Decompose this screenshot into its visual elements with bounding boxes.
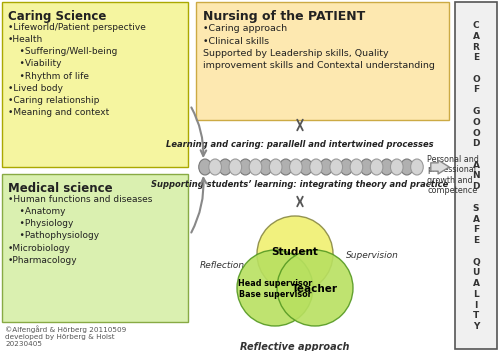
Ellipse shape: [280, 159, 292, 175]
Text: C
A
R
E

O
F

G
O
O
D

A
N
D

S
A
F
E

Q
U
A
L
I
T
Y: C A R E O F G O O D A N D S A F E Q U A …: [472, 21, 480, 331]
Ellipse shape: [330, 159, 342, 175]
Ellipse shape: [380, 159, 393, 175]
Circle shape: [237, 250, 313, 326]
Ellipse shape: [229, 159, 241, 175]
Text: Supporting students’ learning: integrating theory and practice: Supporting students’ learning: integrati…: [152, 180, 449, 189]
Text: Supervision: Supervision: [346, 251, 399, 259]
Ellipse shape: [300, 159, 312, 175]
Text: Learning and caring: parallell and intertwined processes: Learning and caring: parallell and inter…: [166, 140, 434, 149]
FancyArrowPatch shape: [431, 160, 449, 174]
Text: Reflection: Reflection: [200, 260, 244, 270]
FancyBboxPatch shape: [2, 2, 188, 167]
Ellipse shape: [340, 159, 352, 175]
Ellipse shape: [219, 159, 232, 175]
Text: •Caring approach
•Clinical skills
Supported by Leadership skills, Quality
improv: •Caring approach •Clinical skills Suppor…: [203, 24, 435, 71]
Text: Head supervisor
Base supervisor: Head supervisor Base supervisor: [238, 279, 312, 299]
Ellipse shape: [209, 159, 222, 175]
Ellipse shape: [400, 159, 413, 175]
Text: Reflective approach: Reflective approach: [240, 342, 350, 351]
Ellipse shape: [290, 159, 302, 175]
Ellipse shape: [260, 159, 272, 175]
Ellipse shape: [410, 159, 424, 175]
Ellipse shape: [270, 159, 282, 175]
Text: Nursing of the PATIENT: Nursing of the PATIENT: [203, 10, 365, 23]
Ellipse shape: [249, 159, 262, 175]
FancyBboxPatch shape: [2, 174, 188, 322]
FancyBboxPatch shape: [196, 2, 449, 120]
Ellipse shape: [320, 159, 332, 175]
Circle shape: [257, 216, 333, 292]
Ellipse shape: [310, 159, 322, 175]
Text: Personal and
professional
growth and
competence: Personal and professional growth and com…: [427, 155, 479, 195]
FancyBboxPatch shape: [455, 2, 497, 349]
Ellipse shape: [350, 159, 362, 175]
Text: Teacher: Teacher: [292, 284, 338, 294]
Text: Caring Science: Caring Science: [8, 10, 106, 23]
Ellipse shape: [198, 159, 211, 175]
Circle shape: [277, 250, 353, 326]
Text: •Lifeworld/Patient perspective
•Health
    •Suffering/Well-being
    •Viability
: •Lifeworld/Patient perspective •Health •…: [8, 23, 146, 117]
Ellipse shape: [239, 159, 252, 175]
Ellipse shape: [360, 159, 373, 175]
Text: ©Alfengård & Hörberg 20110509
developed by Hörberg & Holst
20230405: ©Alfengård & Hörberg 20110509 developed …: [5, 325, 126, 347]
Text: Medical science: Medical science: [8, 182, 113, 195]
Text: Student: Student: [272, 247, 318, 257]
Ellipse shape: [390, 159, 403, 175]
Text: •Human functions and diseases
    •Anatomy
    •Physiology
    •Pathophysiology
: •Human functions and diseases •Anatomy •…: [8, 195, 152, 265]
Ellipse shape: [370, 159, 383, 175]
